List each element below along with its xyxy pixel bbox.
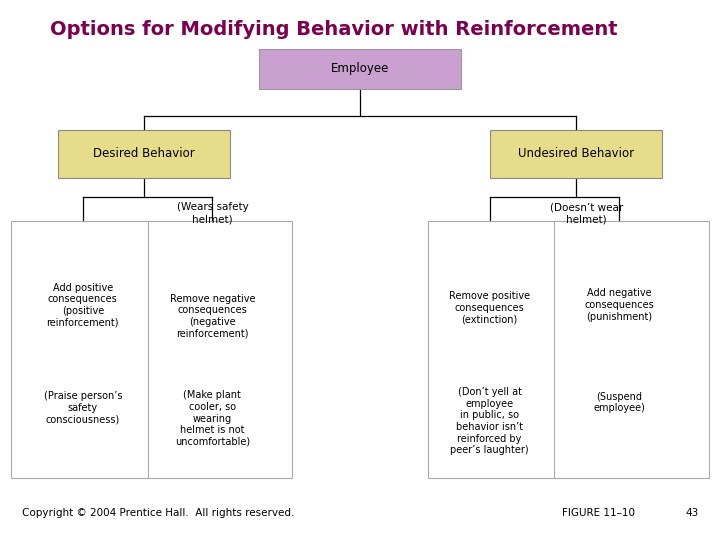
Text: (Suspend
employee): (Suspend employee) xyxy=(593,392,645,413)
Text: Add negative
consequences
(punishment): Add negative consequences (punishment) xyxy=(585,288,654,322)
Text: Undesired Behavior: Undesired Behavior xyxy=(518,147,634,160)
Text: Desired Behavior: Desired Behavior xyxy=(93,147,195,160)
Text: (Doesn’t wear
helmet): (Doesn’t wear helmet) xyxy=(550,202,624,224)
Text: (Don’t yell at
employee
in public, so
behavior isn’t
reinforced by
peer’s laught: (Don’t yell at employee in public, so be… xyxy=(450,387,529,455)
Text: FIGURE 11–10: FIGURE 11–10 xyxy=(562,508,634,518)
Text: Remove positive
consequences
(extinction): Remove positive consequences (extinction… xyxy=(449,291,530,325)
Text: Copyright © 2004 Prentice Hall.  All rights reserved.: Copyright © 2004 Prentice Hall. All righ… xyxy=(22,508,294,518)
Text: Employee: Employee xyxy=(330,62,390,76)
Text: Add positive
consequences
(positive
reinforcement): Add positive consequences (positive rein… xyxy=(47,283,119,327)
Text: (Praise person’s
safety
consciousness): (Praise person’s safety consciousness) xyxy=(43,391,122,424)
FancyBboxPatch shape xyxy=(490,130,662,178)
FancyBboxPatch shape xyxy=(259,49,461,89)
Text: (Make plant
cooler, so
wearing
helmet is not
uncomfortable): (Make plant cooler, so wearing helmet is… xyxy=(175,390,250,447)
Text: Remove negative
consequences
(negative
reinforcement): Remove negative consequences (negative r… xyxy=(170,294,255,338)
FancyBboxPatch shape xyxy=(58,130,230,178)
Text: Options for Modifying Behavior with Reinforcement: Options for Modifying Behavior with Rein… xyxy=(50,20,618,39)
Text: (Wears safety
helmet): (Wears safety helmet) xyxy=(176,202,248,224)
Text: 43: 43 xyxy=(685,508,698,518)
